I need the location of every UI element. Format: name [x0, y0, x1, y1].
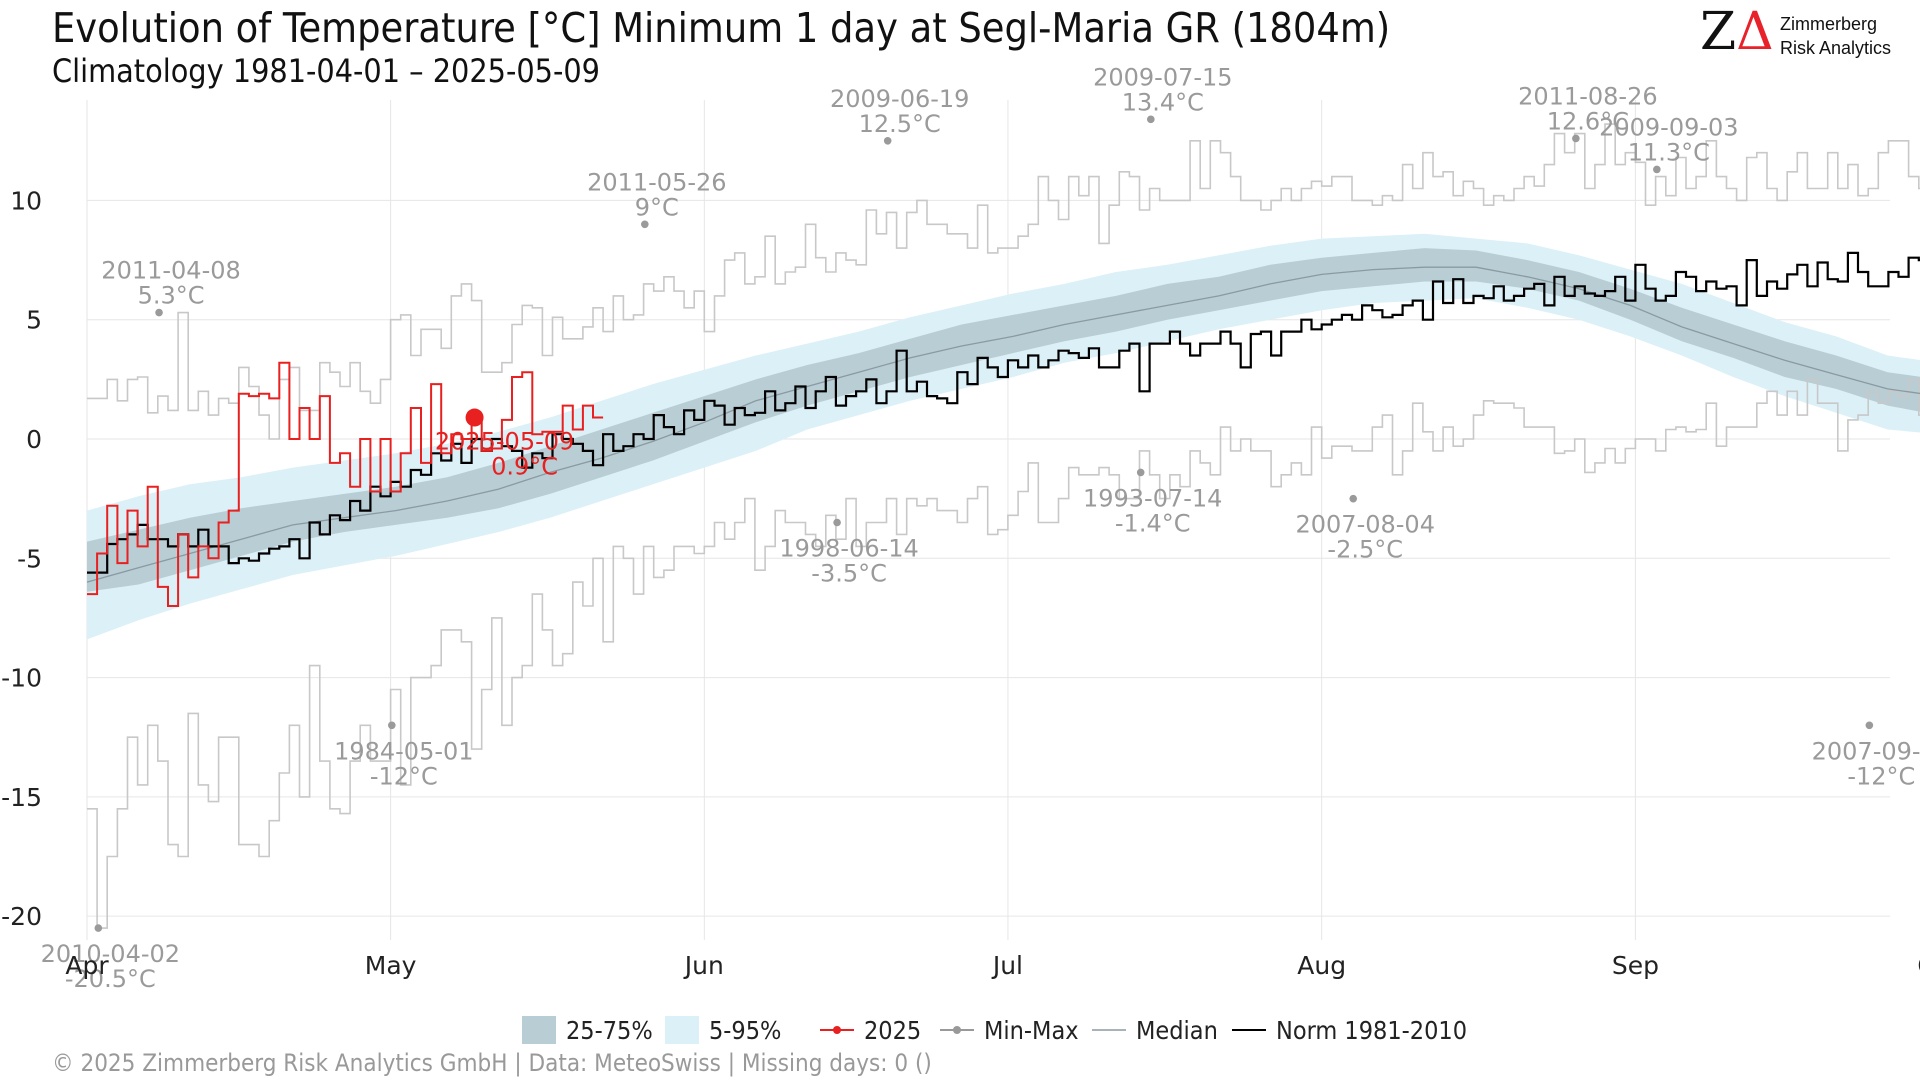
legend-swatch-2025: [820, 1026, 854, 1034]
record-point: [1653, 165, 1661, 174]
record-date-label: 2011-04-08: [101, 257, 240, 285]
record-point: [1147, 115, 1155, 124]
record-value-label: 12.6°C: [1547, 107, 1629, 135]
current-date-label: 2025-05-09: [435, 428, 574, 456]
record-value-label: -12°C: [1847, 762, 1915, 790]
y-tick-label: -10: [1, 664, 42, 693]
x-tick-label: Oct: [1917, 951, 1920, 980]
record-value-label: -12°C: [370, 762, 438, 790]
x-tick-label: Sep: [1612, 951, 1659, 980]
x-tick-label: Apr: [65, 951, 109, 980]
record-date-label: 2007-09-24: [1812, 737, 1920, 765]
y-tick-label: -20: [1, 902, 42, 931]
y-tick-label: 5: [26, 306, 42, 335]
record-max-line: [87, 123, 1920, 440]
legend-item-2025: 2025: [820, 1010, 921, 1050]
legend-item-minmax: Min-Max: [940, 1010, 1079, 1050]
band-25-75: [87, 248, 1920, 592]
record-value-label: -1.4°C: [1115, 509, 1191, 537]
record-point: [94, 924, 103, 932]
record-date-label: 2011-05-26: [587, 168, 726, 196]
band-5-95: [87, 233, 1920, 640]
record-point: [388, 721, 396, 730]
x-tick-label: Jul: [991, 951, 1023, 980]
legend-item-norm: Norm 1981-2010: [1232, 1010, 1467, 1050]
legend-item-iqr: 25-75%: [522, 1010, 653, 1050]
record-date-label: 2009-06-19: [830, 85, 969, 113]
current-point: [465, 408, 484, 427]
record-point: [883, 136, 892, 145]
legend-label-p5-95: 5-95%: [709, 1015, 782, 1045]
temperature-chart: 2010-04-02-20.5°C 2011-04-085.3°C 1984-05-…: [1, 63, 1920, 993]
series-lines: [86, 251, 1920, 607]
legend-label-iqr: 25-75%: [566, 1015, 653, 1045]
y-tick-label: -15: [1, 783, 42, 812]
record-point: [155, 308, 163, 317]
record-value-label: -3.5°C: [811, 560, 887, 588]
extreme-annotations: 2010-04-02-20.5°C 2011-04-085.3°C 1984-05-…: [41, 63, 1920, 993]
logo-line-2: Risk Analytics: [1780, 38, 1892, 58]
legend: 25-75% 5-95% 2025 Min-Max Median Norm 19…: [0, 1010, 1920, 1050]
legend-swatch-iqr: [522, 1016, 556, 1044]
current-value-label: 0.9°C: [491, 453, 558, 481]
record-date-label: 1998-06-14: [779, 535, 918, 563]
legend-swatch-minmax: [940, 1026, 974, 1034]
record-point: [1572, 134, 1580, 143]
record-value-label: 5.3°C: [138, 282, 205, 310]
record-point: [1349, 494, 1358, 503]
record-date-label: 2007-08-04: [1295, 511, 1434, 539]
axis-labels: -20 -15 -10 -5 0 5 10 Apr May Jun Jul Aug Sep Oct: [1, 186, 1920, 980]
x-tick-label: Aug: [1297, 951, 1346, 980]
median-line: [86, 266, 1920, 583]
legend-swatch-norm: [1232, 1029, 1266, 1031]
y-tick-label: -5: [17, 544, 42, 573]
record-date-label: 1984-05-01: [334, 737, 473, 765]
logo-line-1: Zimmerberg: [1780, 14, 1878, 34]
y-tick-label: 0: [26, 425, 42, 454]
legend-label-minmax: Min-Max: [984, 1015, 1079, 1045]
logo-mark-icon: ZΔ: [1700, 2, 1774, 62]
record-min-line: [87, 378, 1920, 929]
record-value-label: 13.4°C: [1122, 88, 1204, 116]
legend-swatch-median: [1092, 1029, 1126, 1031]
min-max-lines: [87, 123, 1920, 929]
record-value-label: 12.5°C: [859, 110, 941, 138]
record-point: [641, 220, 649, 229]
legend-label-2025: 2025: [864, 1015, 922, 1045]
legend-label-norm: Norm 1981-2010: [1276, 1015, 1468, 1045]
legend-swatch-p5-95: [665, 1016, 699, 1044]
percentile-bands: [87, 233, 1920, 640]
record-date-label: 2010-04-02: [41, 940, 180, 968]
copyright-footer: © 2025 Zimmerberg Risk Analytics GmbH | …: [52, 1049, 932, 1077]
current-year-line: [87, 361, 604, 607]
record-date-label: 1993-07-14: [1083, 484, 1222, 512]
record-value-label: -20.5°C: [65, 965, 156, 993]
record-point: [1865, 721, 1874, 730]
record-point: [833, 518, 841, 527]
record-date-label: 2011-08-26: [1518, 82, 1657, 110]
chart-subtitle: Climatology 1981-04-01 – 2025-05-09: [52, 52, 600, 90]
chart-title: Evolution of Temperature [°C] Minimum 1 …: [52, 4, 1391, 52]
record-value-label: 9°C: [635, 193, 679, 221]
x-tick-label: Jun: [683, 951, 724, 980]
record-value-label: 11.3°C: [1628, 138, 1710, 166]
record-point: [1136, 468, 1145, 477]
y-tick-label: 10: [10, 186, 42, 215]
record-date-label: 2009-09-03: [1599, 113, 1738, 141]
norm-line: [87, 251, 1920, 574]
legend-label-median: Median: [1136, 1015, 1218, 1045]
x-tick-label: May: [365, 951, 417, 980]
legend-item-p5-95: 5-95%: [665, 1010, 781, 1050]
legend-item-median: Median: [1092, 1010, 1218, 1050]
record-date-label: 2009-07-15: [1093, 63, 1232, 91]
brand-logo: ZΔ Zimmerberg Risk Analytics: [1700, 6, 1900, 62]
record-value-label: -2.5°C: [1327, 536, 1403, 564]
